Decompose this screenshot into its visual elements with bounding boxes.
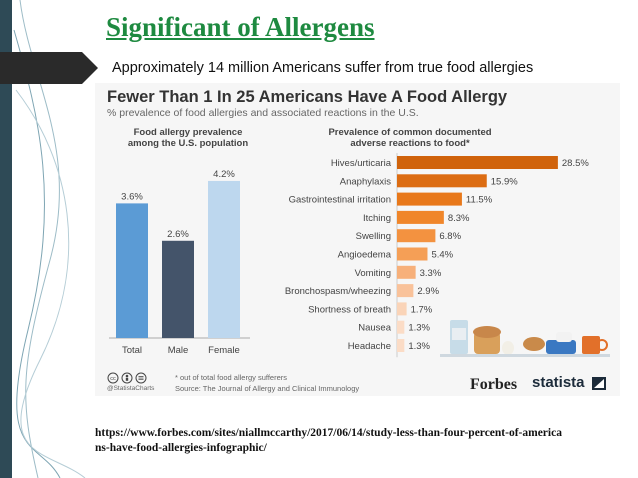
right-chart-category-label: Itching (363, 213, 391, 224)
right-chart-category-label: Vomiting (355, 268, 391, 279)
arrow-marker (0, 52, 98, 84)
left-chart-bar (162, 240, 194, 338)
right-chart-bar (397, 174, 487, 188)
right-chart-value-label: 3.3% (420, 268, 442, 279)
right-chart-category-label: Swelling (356, 231, 391, 242)
license-icons: cc (107, 372, 147, 384)
equals-icon (135, 372, 147, 384)
right-chart-bar (397, 247, 428, 261)
right-chart-value-label: 6.8% (439, 231, 461, 242)
sidebar-strip (0, 0, 12, 478)
fish-icon (546, 332, 576, 354)
right-chart-value-label: 5.4% (431, 250, 453, 261)
mug-icon (582, 336, 608, 354)
right-chart-category-label: Anaphylaxis (340, 176, 391, 187)
left-panel-title-line: Food allergy prevalence (133, 127, 243, 138)
right-chart-bar (397, 192, 462, 206)
milk-carton-icon (450, 320, 468, 354)
egg-icon (502, 341, 514, 355)
right-chart-category-label: Gastrointestinal irritation (289, 195, 391, 206)
left-chart-value-label: 2.6% (167, 229, 189, 240)
svg-text:cc: cc (110, 376, 116, 382)
right-chart-value-label: 2.9% (417, 286, 439, 297)
right-chart-value-label: 1.7% (411, 304, 433, 315)
left-chart-value-label: 4.2% (213, 169, 235, 180)
right-chart-bar (397, 320, 405, 334)
infographic-subtitle: % prevalence of food allergies and assoc… (107, 107, 419, 119)
right-chart-value-label: 1.3% (408, 323, 430, 334)
right-chart-bar (397, 210, 444, 224)
right-chart-category-label: Nausea (358, 323, 391, 334)
by-icon (121, 372, 133, 384)
right-chart-bar (397, 339, 405, 352)
left-chart-bar (208, 180, 240, 338)
source-url[interactable]: https://www.forbes.com/sites/niallmccart… (95, 427, 562, 454)
source-note: Source: The Journal of Allergy and Clini… (175, 384, 360, 393)
right-chart-category-label: Hives/urticaria (331, 158, 392, 169)
right-chart-bar (397, 229, 436, 243)
peanut-icon (523, 337, 545, 351)
right-panel-title: Prevalence of common documented adverse … (300, 127, 520, 149)
right-chart-value-label: 1.3% (408, 341, 430, 352)
right-chart-value-label: 8.3% (448, 213, 470, 224)
statista-logo: statista (532, 374, 585, 391)
left-chart-category-label: Total (122, 345, 142, 356)
right-chart-bar (397, 284, 414, 298)
right-panel-title-line: Prevalence of common documented (328, 127, 492, 138)
left-chart-bar (116, 203, 148, 338)
forbes-logo: Forbes (470, 376, 518, 393)
left-chart-value-label: 3.6% (121, 191, 143, 202)
food-illustration (440, 320, 610, 357)
cc-icon: cc (107, 372, 119, 384)
left-chart-category-label: Female (208, 345, 240, 356)
left-panel-title: Food allergy prevalence among the U.S. p… (103, 127, 273, 149)
right-chart-bar (397, 265, 416, 279)
right-chart-bar (397, 156, 558, 169)
right-chart-category-label: Shortness of breath (308, 304, 391, 315)
right-chart-bar (397, 302, 407, 316)
bread-icon (473, 326, 501, 354)
statista-handle: @StatistaCharts (107, 385, 155, 392)
charts-canvas: 3.6% Total 2.6% Male 4.2% Female Hives/urticar… (109, 153, 589, 358)
slide-subtitle: Approximately 14 million Americans suffe… (112, 60, 534, 76)
infographic: Fewer Than 1 In 25 Americans Have A Food… (95, 83, 620, 396)
slide-title: Significant of Allergens (106, 12, 375, 42)
statista-mark-icon (592, 377, 606, 390)
left-chart-category-label: Male (168, 345, 189, 356)
left-panel-title-line: among the U.S. population (127, 138, 249, 149)
right-chart-value-label: 28.5% (562, 158, 589, 169)
right-chart-category-label: Bronchospasm/wheezing (285, 286, 391, 297)
footnote: * out of total food allergy sufferers (175, 373, 288, 382)
right-chart-category-label: Angioedema (338, 250, 392, 261)
right-chart-value-label: 11.5% (466, 195, 493, 206)
right-panel-title-line: adverse reactions to food* (350, 138, 470, 149)
infographic-title: Fewer Than 1 In 25 Americans Have A Food… (107, 88, 508, 106)
right-chart-value-label: 15.9% (491, 176, 518, 187)
right-chart-category-label: Headache (348, 341, 391, 352)
